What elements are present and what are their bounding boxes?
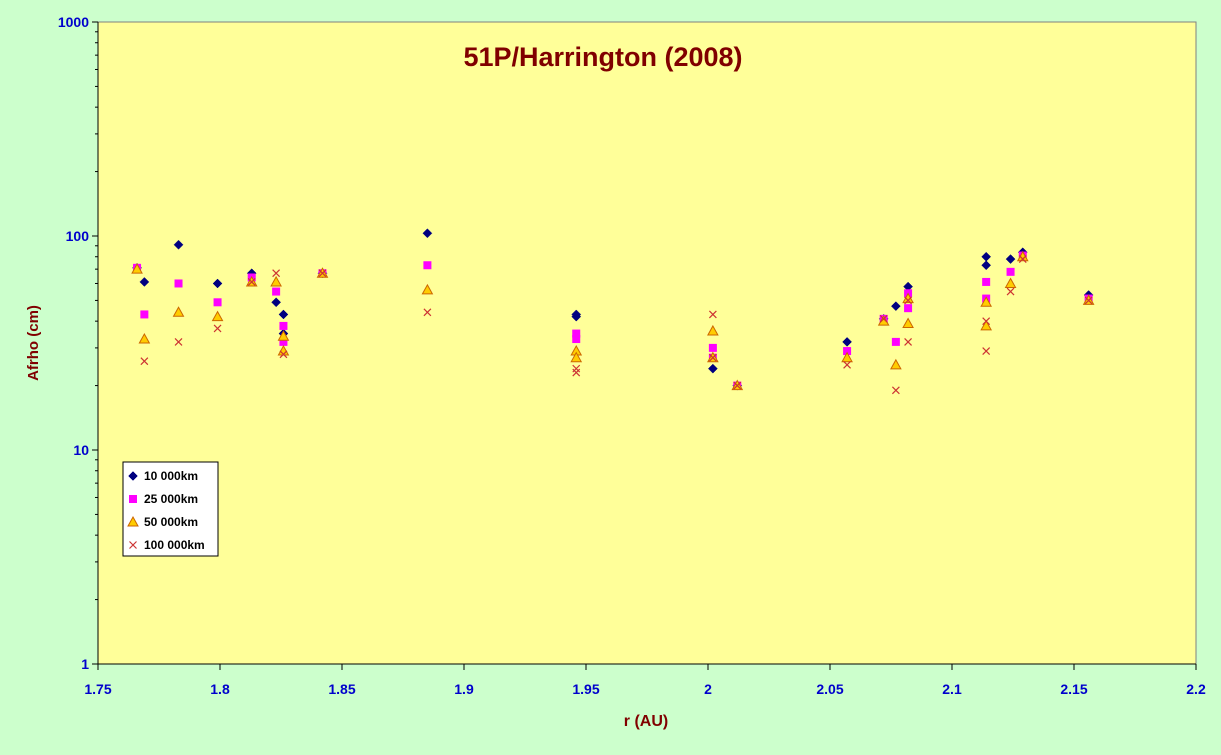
data-point	[842, 337, 852, 347]
plot-area	[97, 21, 1197, 665]
data-point	[1084, 296, 1093, 305]
data-point	[422, 228, 433, 239]
data-point	[570, 351, 583, 363]
data-point	[982, 277, 991, 286]
data-point	[1006, 267, 1015, 276]
data-point	[571, 311, 582, 322]
data-point	[271, 297, 281, 308]
legend-marker	[127, 515, 139, 527]
data-point	[139, 277, 150, 287]
data-point	[174, 279, 183, 288]
x-tick-label: 2.2	[1186, 681, 1206, 697]
x-tick-label: 1.75	[84, 681, 111, 697]
data-point	[708, 353, 717, 362]
data-point	[891, 301, 901, 312]
legend: 10 000km 25 000km 50 000km 100 000km	[122, 461, 219, 557]
data-point	[174, 337, 183, 346]
data-point	[980, 319, 993, 331]
data-point	[980, 296, 993, 307]
x-tick-label: 1.85	[328, 681, 355, 697]
legend-label: 100 000km	[144, 538, 205, 552]
data-point	[421, 283, 434, 295]
data-point	[572, 329, 581, 338]
data-point	[733, 381, 742, 390]
data-point	[843, 360, 852, 369]
data-point	[572, 335, 581, 344]
chart-title: 51P/Harrington (2008)	[463, 42, 742, 72]
data-point	[272, 269, 281, 278]
data-point	[140, 357, 149, 366]
legend-marker	[128, 471, 138, 481]
x-tick-label: 2	[704, 681, 712, 697]
y-tick-label: 1	[81, 656, 89, 672]
y-tick-label: 100	[66, 228, 90, 244]
data-points	[131, 228, 1095, 395]
legend-box	[122, 461, 219, 557]
data-point	[272, 287, 281, 296]
data-point	[212, 278, 223, 289]
x-tick-label: 1.95	[572, 681, 599, 697]
data-point	[131, 263, 143, 274]
data-point	[708, 343, 717, 352]
data-point	[982, 317, 991, 326]
x-tick-label: 2.15	[1060, 681, 1087, 697]
data-point	[279, 337, 288, 346]
data-point	[213, 324, 222, 333]
y-tick-label: 1000	[58, 14, 89, 30]
x-axis-title: r (AU)	[624, 713, 668, 730]
data-point	[891, 337, 900, 346]
data-point	[138, 333, 151, 344]
data-point	[270, 275, 282, 287]
data-point	[173, 239, 184, 250]
data-point	[841, 351, 853, 363]
data-point	[891, 386, 900, 395]
data-point	[211, 310, 224, 322]
data-point	[890, 358, 902, 370]
x-axis: 1.75 1.8 1.85 1.9 1.95 2 2.05 2.1 2.15 2.2	[84, 663, 1206, 697]
data-point	[707, 324, 719, 336]
data-point	[879, 314, 888, 323]
legend-label: 50 000km	[144, 515, 198, 529]
x-tick-label: 1.8	[210, 681, 230, 697]
data-point	[277, 330, 290, 341]
data-point	[572, 368, 581, 377]
data-point	[247, 278, 256, 286]
data-point	[140, 310, 149, 319]
data-point	[279, 321, 288, 330]
y-tick-label: 10	[73, 442, 89, 458]
data-point	[1004, 277, 1017, 288]
data-point	[278, 309, 289, 320]
legend-marker	[129, 495, 137, 503]
data-point	[902, 317, 914, 329]
data-point	[981, 260, 992, 271]
y-axis: 1 10 100 1000	[58, 14, 99, 672]
data-point	[843, 347, 852, 356]
data-point	[1006, 287, 1015, 296]
data-point	[213, 298, 222, 307]
legend-marker	[129, 541, 137, 549]
legend-label: 25 000km	[144, 492, 198, 506]
x-tick-label: 2.05	[816, 681, 843, 697]
data-point	[318, 269, 327, 278]
data-point	[904, 304, 913, 313]
data-point	[982, 347, 991, 355]
data-point	[708, 310, 717, 319]
data-point	[172, 306, 185, 317]
data-point	[279, 350, 288, 359]
data-point	[904, 337, 913, 346]
legend-label: 10 000km	[144, 469, 198, 483]
x-tick-label: 2.1	[942, 681, 962, 697]
data-point	[904, 296, 913, 305]
data-point	[708, 363, 718, 374]
data-point	[1018, 255, 1027, 264]
y-axis-title: Afrho (cm)	[25, 305, 42, 381]
data-point	[423, 261, 432, 270]
data-point	[1005, 254, 1016, 264]
series-4	[140, 255, 1093, 395]
data-point	[423, 308, 432, 317]
x-tick-label: 1.9	[454, 681, 474, 697]
